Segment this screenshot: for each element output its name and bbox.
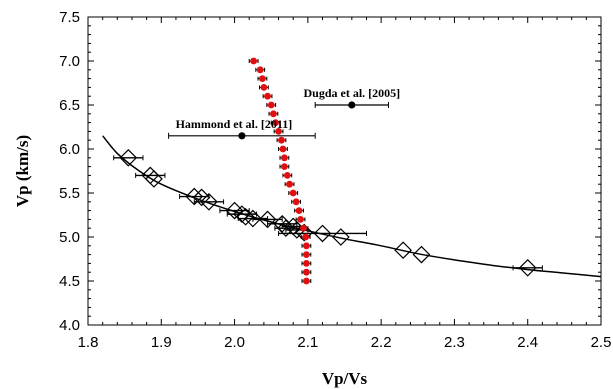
red-point xyxy=(302,233,310,241)
y-tick-label: 4.5 xyxy=(59,273,80,290)
red-point xyxy=(264,92,271,100)
y-tick-label: 5.5 xyxy=(59,185,80,202)
diamond-point xyxy=(119,148,138,167)
y-tick-label: 7.5 xyxy=(59,9,80,26)
x-axis-title: Vp/Vs xyxy=(322,369,368,388)
diamond-point xyxy=(412,245,431,264)
red-point xyxy=(295,207,303,215)
x-tick-label: 2.1 xyxy=(297,334,318,351)
red-point xyxy=(279,145,287,153)
red-point xyxy=(297,216,304,223)
diamond-point xyxy=(233,205,251,223)
diamond-point xyxy=(200,192,218,211)
red-points-layer xyxy=(248,57,312,285)
diamond-point xyxy=(236,207,255,226)
diamond-point xyxy=(394,241,412,260)
red-point xyxy=(302,260,310,267)
red-point xyxy=(281,163,288,171)
y-tick-label: 6.0 xyxy=(59,141,80,158)
red-point xyxy=(289,189,297,197)
x-tick-label: 2.2 xyxy=(371,334,392,351)
study-point xyxy=(348,101,356,109)
y-tick-label: 6.5 xyxy=(59,97,80,114)
diamond-point xyxy=(192,188,211,207)
fit-curve xyxy=(102,135,602,278)
red-point xyxy=(250,57,258,65)
red-point xyxy=(278,136,285,144)
red-point xyxy=(259,75,266,82)
study-annotations-layer: Hammond et al. [2011] Dugda et al. [2005] xyxy=(168,86,400,140)
y-axis-title: Vp (km/s) xyxy=(13,135,32,207)
red-point xyxy=(256,66,264,74)
diamond-point xyxy=(185,187,204,206)
red-point xyxy=(275,127,282,135)
red-point xyxy=(302,242,310,250)
plot-frame xyxy=(87,16,602,326)
study-label: Hammond et al. [2011] xyxy=(176,117,293,131)
red-point xyxy=(267,101,275,109)
x-tick-label: 1.8 xyxy=(78,334,99,351)
red-point xyxy=(272,119,280,126)
y-tick-label: 4.0 xyxy=(59,317,80,334)
red-point xyxy=(302,268,310,276)
x-tick-label: 1.9 xyxy=(151,334,172,351)
diamond-point xyxy=(145,170,163,188)
red-point xyxy=(281,154,288,162)
diamond-points-layer xyxy=(113,148,543,277)
diamond-point xyxy=(244,209,262,228)
y-tick-label: 7.0 xyxy=(59,53,80,70)
diamond-point xyxy=(518,258,537,277)
x-tick-label: 2.4 xyxy=(517,334,538,351)
x-tick-label: 2.5 xyxy=(591,334,612,351)
red-point xyxy=(302,251,310,258)
red-point xyxy=(292,198,300,206)
red-point xyxy=(302,277,310,285)
diamond-point xyxy=(277,219,295,238)
study-point xyxy=(238,132,246,140)
y-tick-label: 5.0 xyxy=(59,229,80,246)
diamond-point xyxy=(313,224,332,243)
fit-curve-layer xyxy=(102,135,602,278)
axis-ticks-layer: 1.8 1.9 2.0 2.1 2.2 2.3 2.4 2.5 4.0 4.5 5.0 5.5 6.0 6… xyxy=(59,9,611,351)
red-point xyxy=(300,224,307,232)
study-label: Dugda et al. [2005] xyxy=(303,86,400,100)
diamond-point xyxy=(258,210,277,229)
red-point xyxy=(270,110,277,118)
red-point xyxy=(260,84,268,91)
red-point xyxy=(283,172,291,179)
x-tick-label: 2.0 xyxy=(224,334,245,351)
x-tick-label: 2.3 xyxy=(444,334,465,351)
red-point xyxy=(286,180,293,188)
diamond-point xyxy=(331,228,350,246)
